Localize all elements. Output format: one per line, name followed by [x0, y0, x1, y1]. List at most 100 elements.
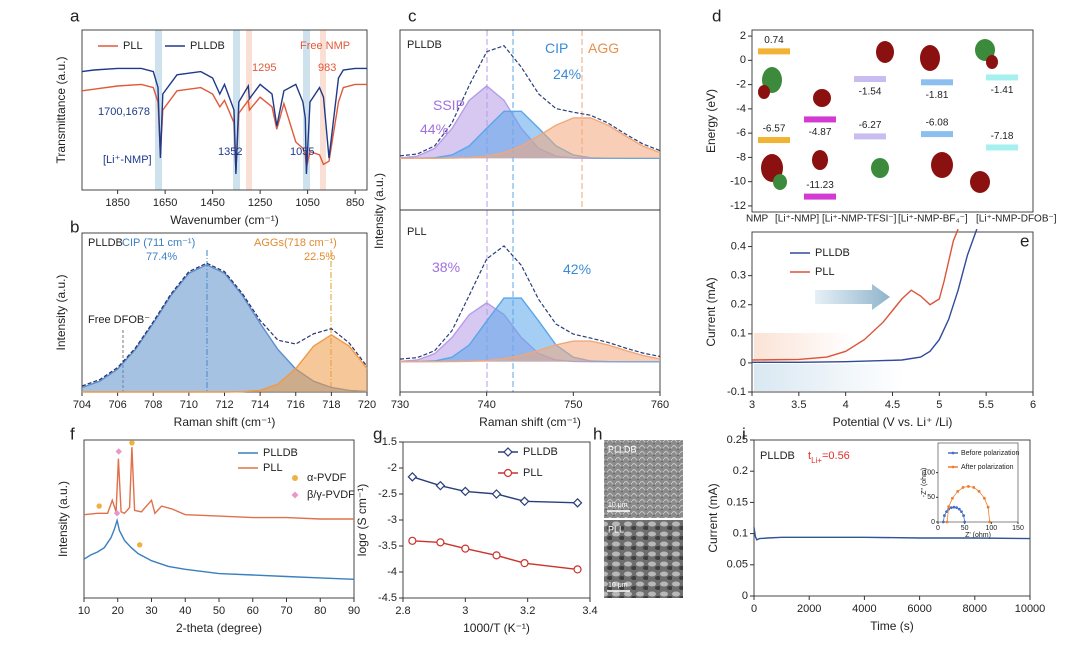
x-axis-label: Potential (V vs. Li⁺ /Li) — [833, 415, 953, 429]
y-tick-label: 0.25 — [727, 434, 748, 446]
annotation-part: AGG — [588, 40, 619, 56]
y-tick-label: -1.5 — [378, 436, 397, 448]
x-axis-label: Raman shift (cm⁻¹) — [479, 415, 581, 429]
shade — [754, 333, 854, 363]
x-tick-label: 40 — [179, 605, 191, 617]
x-axis-label: Raman shift (cm⁻¹) — [174, 415, 276, 429]
annotation-part: 22.5% — [304, 251, 335, 263]
x-tick-label: 10 — [78, 605, 90, 617]
x-axis-label: Z' (ohm) — [965, 532, 991, 539]
line — [82, 333, 368, 393]
sem-panel: h PLLDB PLL 10 μm 10 μm — [593, 424, 683, 598]
legend-marker — [291, 491, 299, 499]
energy-level — [854, 76, 886, 83]
x-tick-label: 1650 — [153, 197, 177, 209]
x-axis-label: Wavenumber (cm⁻¹) — [170, 213, 279, 227]
x-tick-label: 750 — [564, 399, 582, 411]
line — [412, 540, 578, 571]
x-tick-label: 4000 — [852, 603, 876, 615]
x-tick-label: 150 — [1012, 525, 1024, 532]
marker — [573, 565, 582, 574]
annotation-part: t — [808, 450, 811, 462]
x-tick-label: 740 — [477, 399, 495, 411]
legend-label: PLL — [263, 462, 283, 474]
value-label: -1.54 — [859, 87, 882, 98]
x-tick-label: 850 — [346, 197, 364, 209]
marker — [963, 520, 967, 524]
category-label: [Li⁺-NMP-BF₄⁻] — [898, 214, 968, 225]
annotation-part: 983 — [318, 62, 336, 74]
y-tick-label: -12 — [730, 200, 746, 212]
x-tick-label: 70 — [280, 605, 292, 617]
value-label: 0.74 — [764, 35, 784, 46]
x-tick-label: 1050 — [295, 197, 319, 209]
annotation-part: PLLDB — [760, 450, 795, 462]
line — [400, 340, 661, 363]
marker — [947, 505, 951, 509]
x-tick-label: 100 — [985, 525, 997, 532]
marker — [972, 486, 976, 489]
x-tick-label: 712 — [215, 399, 233, 411]
x-tick-label: 3 — [462, 605, 468, 617]
x-tick-label: 1450 — [200, 197, 224, 209]
line — [753, 527, 1031, 541]
annotation-part: Free DFOB⁻ — [88, 314, 150, 326]
energy-level — [804, 193, 836, 200]
annotation-part: 42% — [563, 261, 591, 277]
x-tick-label: 50 — [213, 605, 225, 617]
annotation: 77.4% — [146, 251, 177, 263]
annotation-part: Li+ — [811, 456, 822, 465]
scale-label: 10 μm — [608, 582, 628, 589]
marker — [408, 536, 417, 545]
y-axis-label: -Z'' (ohm) — [921, 468, 928, 498]
annotation-part: SSIP — [433, 97, 465, 113]
y-axis-label: Current (mA) — [704, 277, 718, 346]
y-axis-label: Intensity (a.u.) — [54, 274, 68, 350]
plot-frame — [399, 29, 661, 393]
x-tick-label: 3.2 — [520, 605, 535, 617]
area — [400, 117, 660, 159]
annotation-part: [Li⁺-NMP] — [103, 154, 152, 166]
peak-mark — [136, 542, 143, 548]
x-tick-label: 5.5 — [979, 399, 994, 411]
marker — [961, 486, 965, 489]
line — [752, 228, 978, 363]
y-tick-label: -3 — [387, 514, 397, 526]
subplot-label: PLLDB — [407, 39, 442, 51]
marker — [460, 486, 471, 497]
y-tick-label: 0.1 — [731, 328, 746, 340]
y-tick-label: 0.2 — [731, 299, 746, 311]
y-tick-label: 50 — [927, 494, 935, 501]
panel-letter: g — [373, 424, 382, 443]
value-label: -4.87 — [809, 127, 832, 138]
x-tick-label: 1850 — [105, 197, 129, 209]
annotation: AGG — [588, 40, 619, 56]
annotation-part: 38% — [432, 259, 460, 275]
legend-label: PLLDB — [263, 447, 298, 459]
line — [81, 262, 368, 387]
area — [82, 334, 367, 392]
marker — [519, 496, 530, 507]
legend-marker — [503, 447, 513, 457]
marker — [986, 505, 990, 509]
band — [233, 30, 240, 190]
marker — [572, 497, 583, 508]
shade — [754, 364, 904, 391]
area — [400, 85, 660, 159]
energy-level — [854, 133, 886, 140]
y-axis-label: Energy (eV) — [704, 89, 718, 153]
annotation: AGGs(718 cm⁻¹) — [254, 237, 337, 249]
x-tick-label: 704 — [73, 399, 91, 411]
line — [399, 44, 661, 157]
x-tick-label: 3 — [749, 399, 755, 411]
x-tick-label: 2.8 — [395, 605, 410, 617]
marker — [945, 510, 948, 514]
annotation: 983 — [318, 62, 336, 74]
x-tick-label: 710 — [180, 399, 198, 411]
annotation-part: AGGs(718 cm⁻¹) — [254, 237, 337, 249]
legend-label: PLLDB — [190, 40, 225, 52]
x-tick-label: 2000 — [797, 603, 821, 615]
annotation-part: 24% — [553, 66, 581, 82]
annotation: PLLDB — [88, 237, 123, 249]
area — [400, 111, 660, 159]
